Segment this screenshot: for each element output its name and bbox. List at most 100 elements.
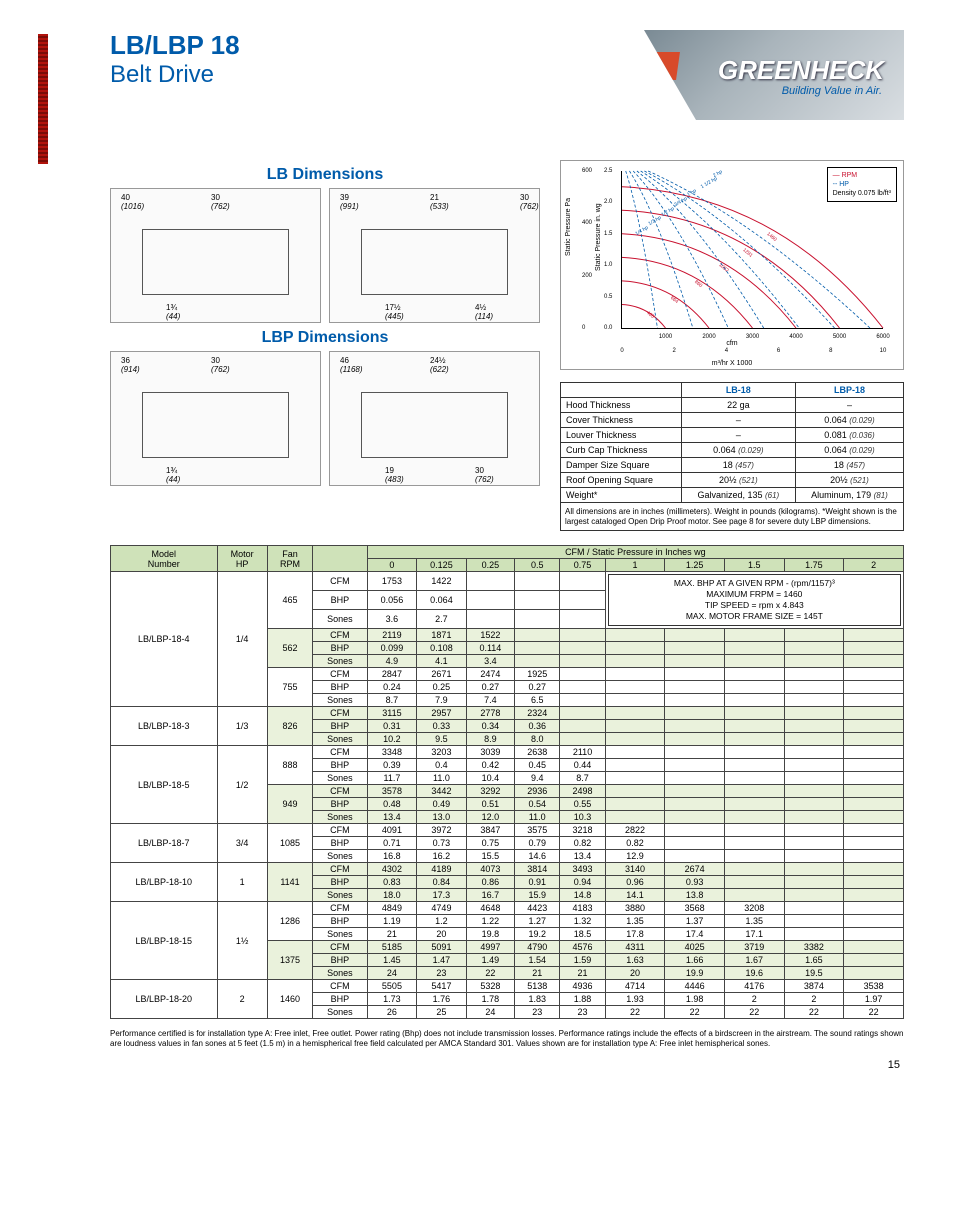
perf-cell: 9.4 — [515, 772, 560, 785]
perf-cell — [560, 733, 605, 746]
perf-cell: 3972 — [417, 824, 467, 837]
perf-cell: CFM — [313, 629, 368, 642]
perf-cell: 1.59 — [560, 954, 605, 967]
dim-callout: 17½(445) — [385, 303, 404, 321]
perf-cell: 13.0 — [417, 811, 467, 824]
perf-cell: 3203 — [417, 746, 467, 759]
perf-cell — [784, 681, 844, 694]
rpm-cell: 755 — [267, 668, 312, 707]
perf-cell — [844, 772, 904, 785]
perf-cell: 1422 — [417, 572, 467, 591]
x-tick: 1000 — [659, 334, 672, 340]
sp-col: 2 — [844, 559, 904, 572]
spec-table: LB-18LBP-18 Hood Thickness22 ga–Cover Th… — [560, 382, 904, 503]
sp-col: 1.5 — [724, 559, 784, 572]
perf-cell: 23 — [560, 1006, 605, 1019]
hp-cell: 1/4 — [217, 572, 267, 707]
perf-cell — [605, 733, 665, 746]
perf-cell: CFM — [313, 980, 368, 993]
perf-cell: 1.49 — [466, 954, 514, 967]
perf-cell: Sones — [313, 772, 368, 785]
perf-cell: 3575 — [515, 824, 560, 837]
spec-col — [561, 383, 682, 398]
spec-cell: Galvanized, 135 (61) — [681, 488, 795, 503]
perf-cell: 0.93 — [665, 876, 725, 889]
perf-cell — [724, 863, 784, 876]
spec-cell: – — [795, 398, 903, 413]
perf-cell — [784, 746, 844, 759]
performance-table: ModelNumber MotorHP FanRPM CFM / Static … — [110, 545, 904, 1019]
y-tick-pa: 600 — [582, 168, 592, 174]
perf-cell — [784, 928, 844, 941]
perf-cell: Sones — [313, 967, 368, 980]
perf-cell: CFM — [313, 572, 368, 591]
perf-cell: 22 — [665, 1006, 725, 1019]
spec-cell: 0.081 (0.036) — [795, 428, 903, 443]
perf-cell: 1925 — [515, 668, 560, 681]
perf-cell — [665, 733, 725, 746]
perf-cell — [784, 668, 844, 681]
perf-cell — [784, 915, 844, 928]
perf-cell — [844, 863, 904, 876]
perf-cell — [515, 572, 560, 591]
perf-cell: 6.5 — [515, 694, 560, 707]
perf-cell: 0.42 — [466, 759, 514, 772]
perf-cell: 8.7 — [560, 772, 605, 785]
perf-cell: 0.73 — [417, 837, 467, 850]
page-number: 15 — [50, 1059, 900, 1071]
perf-cell: 0.84 — [417, 876, 467, 889]
perf-cell: 1.22 — [466, 915, 514, 928]
perf-cell — [784, 798, 844, 811]
perf-cell: 2847 — [367, 668, 417, 681]
perf-cell — [784, 655, 844, 668]
perf-cell — [724, 642, 784, 655]
model-cell: LB/LBP-18-4 — [111, 572, 218, 707]
sp-col: 0 — [367, 559, 417, 572]
perf-cell: 1.83 — [515, 993, 560, 1006]
perf-cell: 24 — [466, 1006, 514, 1019]
perf-cell: 4714 — [605, 980, 665, 993]
sp-col: 0.5 — [515, 559, 560, 572]
perf-cell: 22 — [784, 1006, 844, 1019]
perf-cell: 12.9 — [605, 850, 665, 863]
perf-cell: 1.93 — [605, 993, 665, 1006]
perf-cell — [844, 707, 904, 720]
perf-cell — [560, 681, 605, 694]
perf-cell: 20 — [605, 967, 665, 980]
perf-cell: 11.0 — [515, 811, 560, 824]
perf-cell: 1.27 — [515, 915, 560, 928]
perf-cell — [844, 642, 904, 655]
dim-callout: 39(991) — [340, 193, 359, 211]
perf-cell: 0.108 — [417, 642, 467, 655]
perf-cell: Sones — [313, 694, 368, 707]
perf-cell — [665, 746, 725, 759]
perf-cell: 0.45 — [515, 759, 560, 772]
perf-cell: 12.0 — [466, 811, 514, 824]
perf-cell: BHP — [313, 642, 368, 655]
page-header: LB/LBP 18 Belt Drive GREENHECK Building … — [50, 30, 904, 150]
perf-cell: 1.35 — [724, 915, 784, 928]
perf-cell — [784, 850, 844, 863]
perf-cell — [605, 681, 665, 694]
perf-cell: 0.82 — [605, 837, 665, 850]
perf-cell: 4423 — [515, 902, 560, 915]
dim-callout: 36(914) — [121, 356, 140, 374]
sp-col: 0.125 — [417, 559, 467, 572]
perf-cell: 16.7 — [466, 889, 514, 902]
x-tick: 5000 — [833, 334, 846, 340]
perf-cell: 20 — [417, 928, 467, 941]
perf-cell — [784, 863, 844, 876]
perf-cell: 4189 — [417, 863, 467, 876]
perf-cell: 1.67 — [724, 954, 784, 967]
perf-cell: Sones — [313, 928, 368, 941]
dim-callout: 30(762) — [520, 193, 539, 211]
perf-cell: 18.5 — [560, 928, 605, 941]
perf-cell: CFM — [313, 941, 368, 954]
perf-cell — [844, 733, 904, 746]
perf-cell: 5417 — [417, 980, 467, 993]
perf-cell — [784, 902, 844, 915]
perf-cell: Sones — [313, 655, 368, 668]
perf-cell — [466, 591, 514, 610]
perf-cell — [844, 759, 904, 772]
perf-cell: 2474 — [466, 668, 514, 681]
